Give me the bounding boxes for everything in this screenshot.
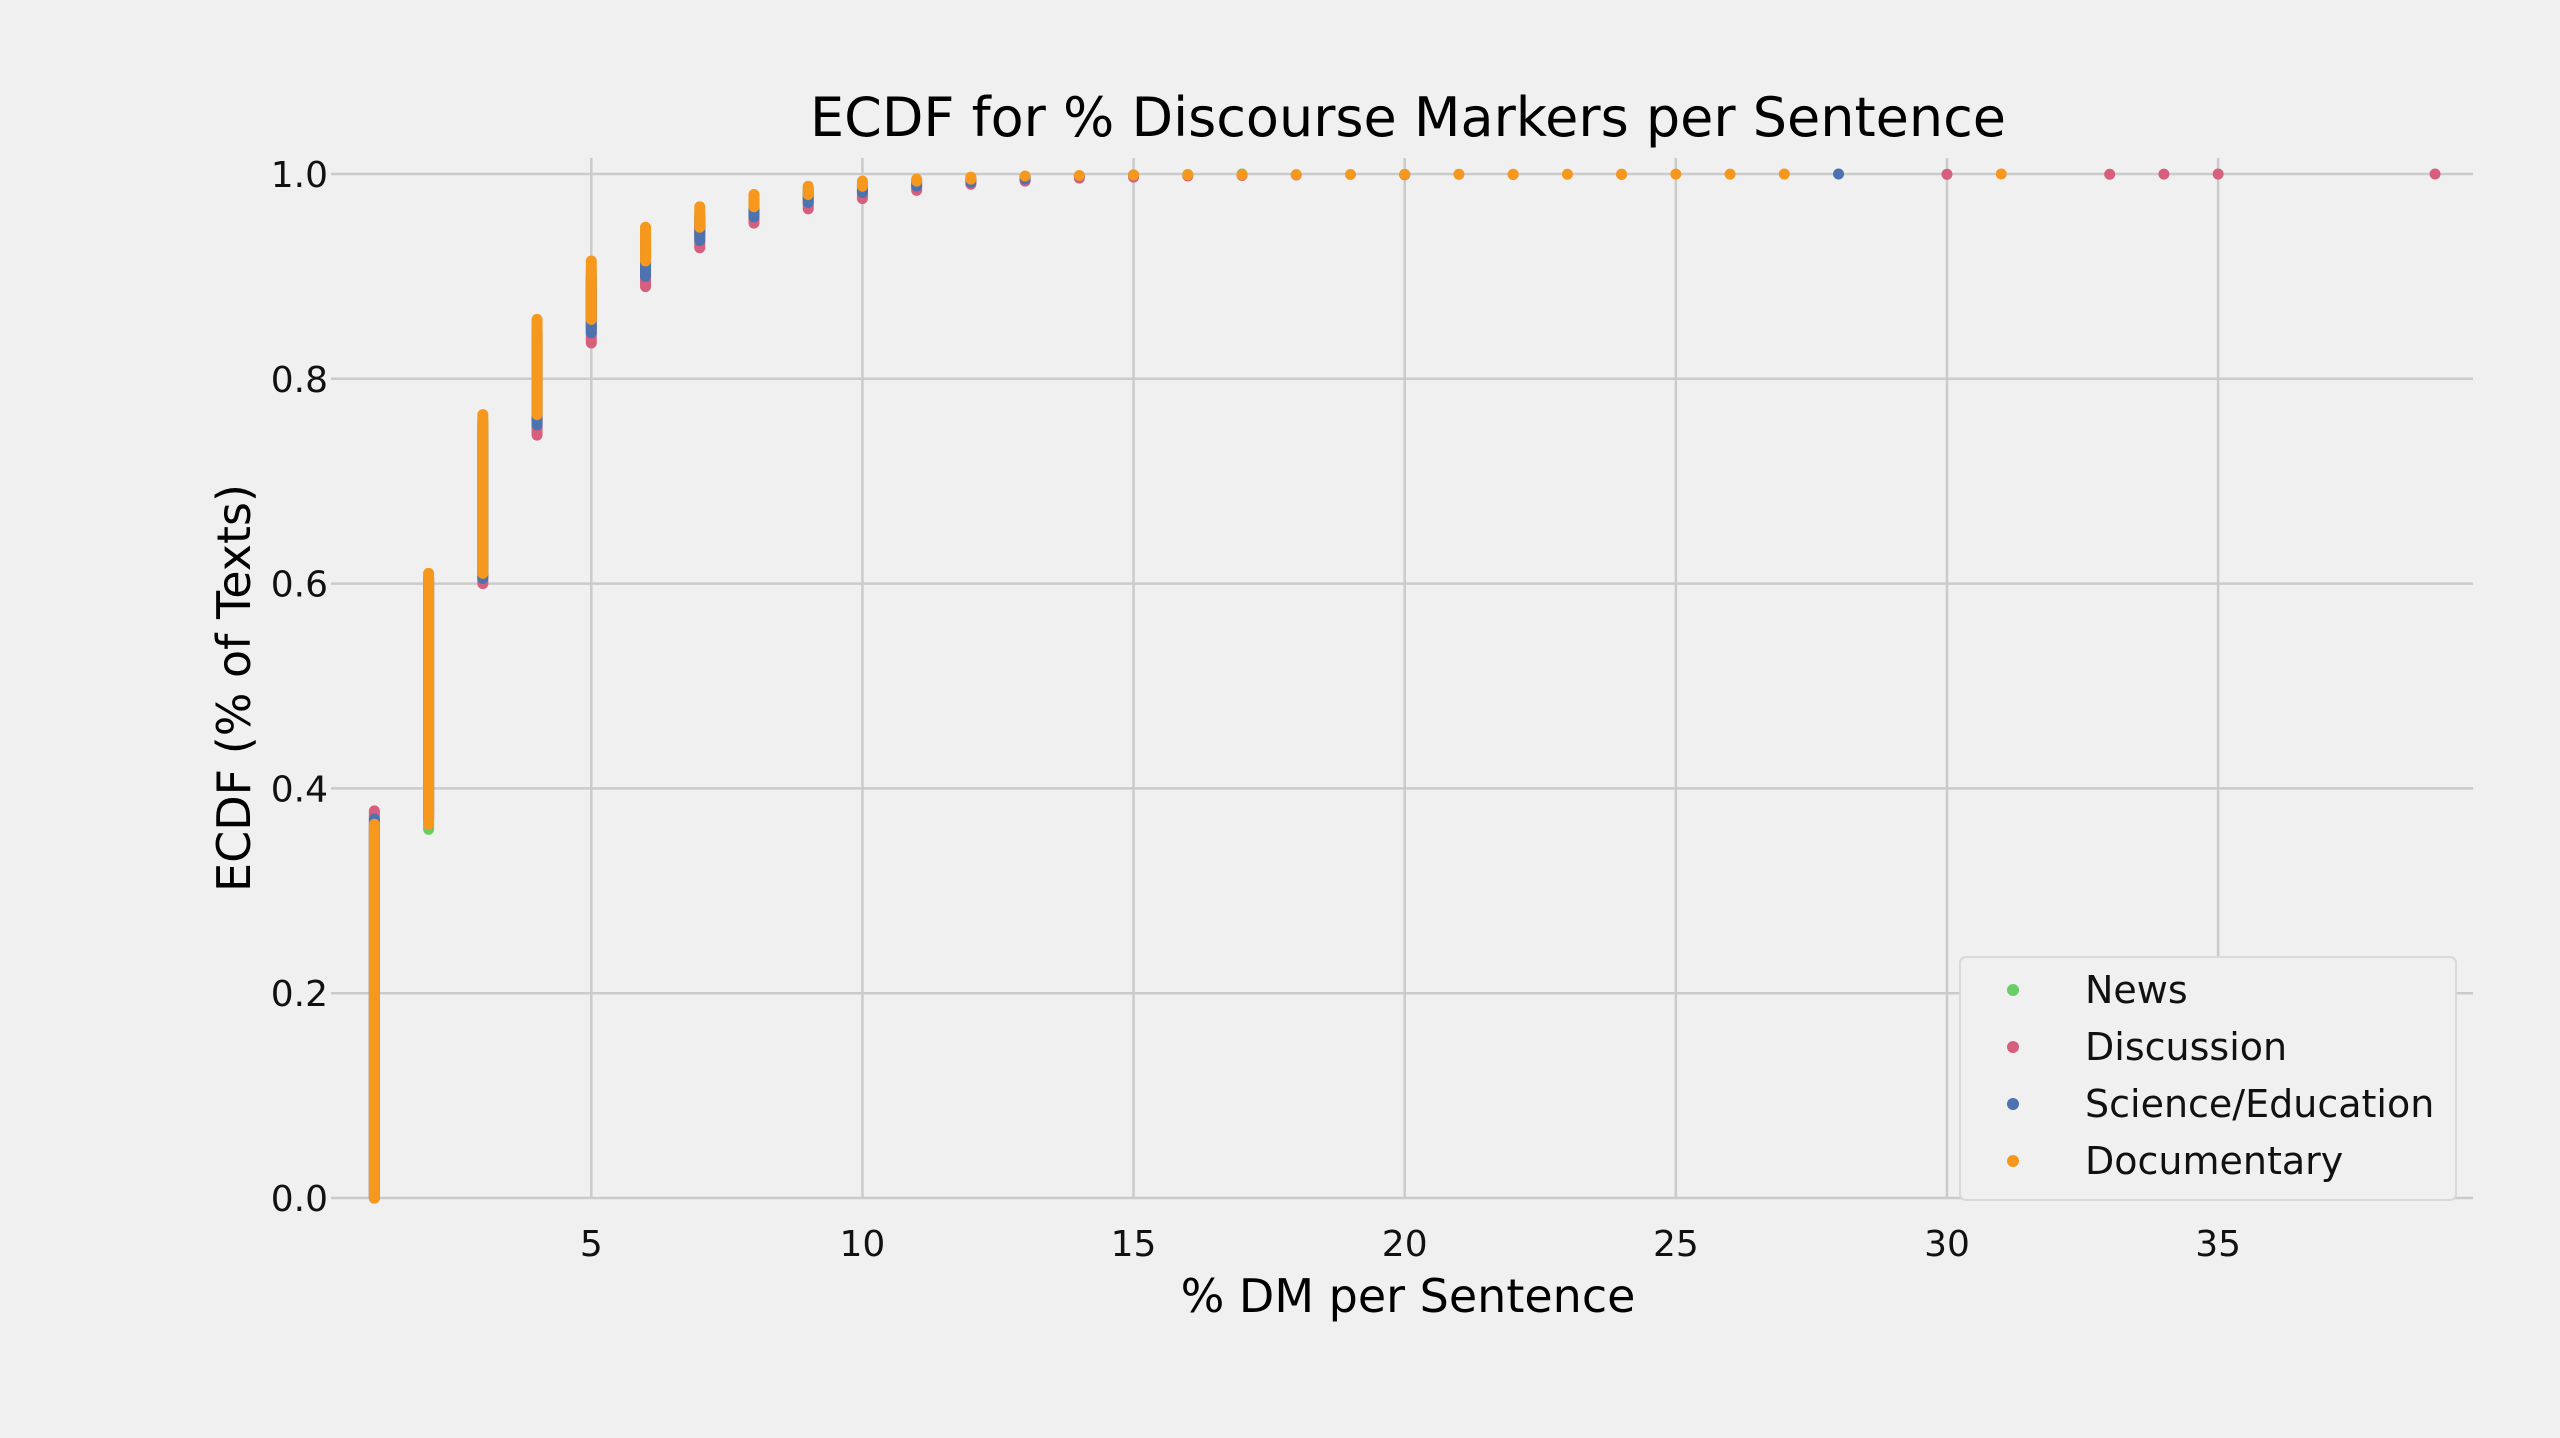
ecdf-point — [1724, 168, 1736, 180]
legend: News Discussion Science/Education Documenta… — [1959, 956, 2457, 1201]
ecdf-point — [2429, 168, 2441, 180]
y-tick-label: 0.6 — [271, 565, 328, 606]
plot-area — [368, 168, 2441, 1204]
ecdf-point — [1182, 169, 1194, 181]
ecdf-point — [1290, 169, 1302, 181]
legend-label: News — [2085, 968, 2188, 1012]
x-tick-label: 20 — [1382, 1224, 1428, 1265]
ecdf-point — [1995, 168, 2007, 180]
ecdf-point — [1778, 168, 1790, 180]
legend-marker — [2007, 1041, 2019, 1053]
x-tick-label: 15 — [1111, 1224, 1157, 1265]
ecdf-point — [1236, 169, 1248, 181]
ecdf-point — [1453, 168, 1465, 180]
y-axis-label: ECDF (% of Texts) — [207, 484, 261, 892]
legend-label: Discussion — [2085, 1025, 2287, 1069]
y-tick-label: 0.4 — [271, 769, 328, 810]
ecdf-point — [1128, 169, 1140, 181]
ecdf-point — [1019, 170, 1031, 182]
y-tick-label: 0.8 — [271, 360, 328, 401]
ecdf-point — [1670, 168, 1682, 180]
ecdf-point — [1833, 168, 1845, 180]
tick-labels: 5 10 15 20 25 30 35 0.0 0.2 0.4 0.6 0.8 1.0 — [271, 155, 2241, 1265]
x-tick-label: 25 — [1653, 1224, 1699, 1265]
ecdf-point — [1616, 168, 1628, 180]
y-tick-label: 0.0 — [271, 1179, 328, 1220]
legend-marker — [2007, 1098, 2019, 1110]
ecdf-point — [1941, 168, 1953, 180]
ecdf-point — [1344, 169, 1356, 181]
chart-title: ECDF for % Discourse Markers per Sentenc… — [810, 86, 2006, 149]
y-tick-label: 1.0 — [271, 155, 328, 196]
x-tick-label: 30 — [1924, 1224, 1970, 1265]
series-documentary — [368, 168, 2007, 1204]
ecdf-point — [1399, 168, 1411, 180]
y-tick-label: 0.2 — [271, 974, 328, 1015]
ecdf-point — [2212, 168, 2224, 180]
ecdf-point — [1561, 168, 1573, 180]
legend-label: Documentary — [2085, 1139, 2343, 1183]
x-tick-label: 5 — [580, 1224, 603, 1265]
ecdf-point — [2158, 168, 2170, 180]
legend-label: Science/Education — [2085, 1082, 2434, 1126]
legend-marker — [2007, 1155, 2019, 1167]
x-tick-label: 35 — [2195, 1224, 2241, 1265]
legend-frame — [1959, 956, 2457, 1201]
x-tick-label: 10 — [840, 1224, 886, 1265]
legend-marker — [2007, 984, 2019, 996]
ecdf-point — [1507, 168, 1519, 180]
ecdf-point — [1073, 170, 1085, 182]
ecdf-point — [2104, 168, 2116, 180]
x-axis-label: % DM per Sentence — [1181, 1269, 1636, 1323]
